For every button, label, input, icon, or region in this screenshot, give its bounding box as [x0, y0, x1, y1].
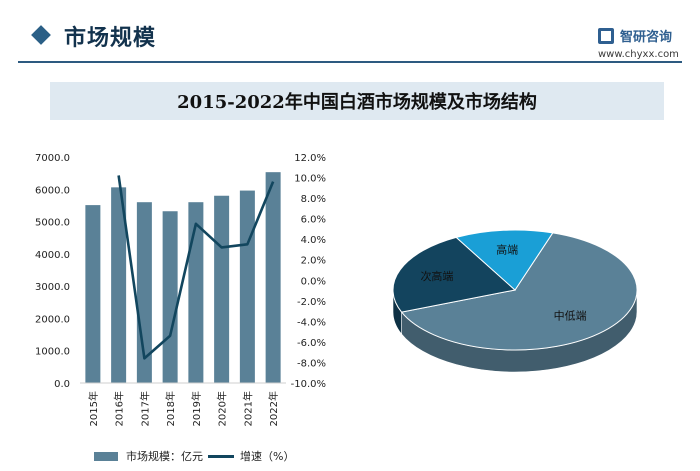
x-tick-label: 2022年	[267, 391, 280, 426]
logo-icon	[598, 28, 614, 44]
pie-label: 中低端	[554, 309, 587, 322]
bar	[265, 172, 281, 383]
header: 市场规模 智研咨询 www.chyxx.com	[0, 0, 700, 66]
right-tick-label: 0.0%	[301, 276, 326, 287]
legend-swatch-line	[208, 455, 234, 458]
pie-slice	[400, 232, 638, 351]
bar	[239, 190, 255, 383]
x-tick-label: 2020年	[216, 391, 229, 426]
right-tick-label: -8.0%	[297, 358, 326, 369]
pie-slice	[455, 229, 554, 291]
left-tick-label: 3000.0	[35, 282, 70, 293]
left-tick-label: 2000.0	[35, 314, 70, 325]
legend-swatch-bar	[94, 452, 118, 461]
growth-line-series	[117, 175, 275, 360]
left-tick-label: 4000.0	[35, 250, 70, 261]
legend-label: 市场规模：亿元	[126, 450, 203, 463]
left-tick-label: 7000.0	[35, 153, 70, 164]
chart-title-band: 2015-2022年中国白酒市场规模及市场结构	[50, 82, 664, 120]
left-tick-label: 1000.0	[35, 347, 70, 358]
pie-slice	[392, 236, 517, 313]
bar	[162, 211, 178, 383]
brand-logo: 智研咨询 www.chyxx.com	[598, 28, 698, 64]
pie-label: 次高端	[420, 269, 453, 283]
bar	[188, 202, 204, 383]
right-tick-label: 6.0%	[301, 215, 326, 226]
right-tick-label: 4.0%	[301, 235, 326, 246]
left-tick-label: 5000.0	[35, 218, 70, 229]
bar	[85, 205, 101, 383]
x-tick-label: 2015年	[87, 391, 100, 426]
logo-name: 智研咨询	[620, 30, 673, 45]
bar	[214, 195, 230, 383]
right-tick-label: 10.0%	[294, 174, 326, 185]
right-axis: -10.0% -8.0% -6.0% -4.0% -2.0% 0.0% 2.0% 4.0% 6.…	[291, 153, 326, 390]
logo-url: www.chyxx.com	[598, 49, 679, 60]
right-tick-label: 12.0%	[294, 153, 326, 164]
x-tick-label: 2017年	[138, 391, 151, 426]
x-tick-label: 2016年	[113, 391, 126, 426]
right-tick-label: 8.0%	[301, 194, 326, 205]
x-axis: 2015年 2016年 2017年 2018年 2019年 2020年 2021年 2022年	[87, 391, 280, 426]
pie-label: 高端	[496, 242, 518, 256]
left-axis: 0.0 1000.0 2000.0 3000.0 4000.0 5000.0 6000.0 7…	[35, 153, 286, 390]
x-tick-label: 2019年	[190, 391, 203, 426]
pie-chart: 中低端 次高端 高端	[392, 229, 638, 373]
right-tick-label: -10.0%	[291, 379, 326, 390]
header-divider	[18, 61, 682, 63]
section-title: 市场规模	[64, 26, 157, 51]
right-tick-label: -6.0%	[297, 338, 326, 349]
left-tick-label: 6000.0	[35, 185, 70, 196]
right-tick-label: -4.0%	[297, 317, 326, 328]
right-tick-label: -2.0%	[297, 297, 326, 308]
left-tick-label: 0.0	[54, 379, 70, 390]
right-tick-label: 2.0%	[301, 256, 326, 267]
chart-title: 2015-2022年中国白酒市场规模及市场结构	[177, 92, 537, 113]
x-tick-label: 2021年	[241, 391, 254, 426]
x-tick-label: 2018年	[164, 391, 177, 426]
growth-line	[117, 175, 275, 360]
legend-label: 增速（%）	[240, 450, 295, 463]
bar	[111, 187, 127, 383]
